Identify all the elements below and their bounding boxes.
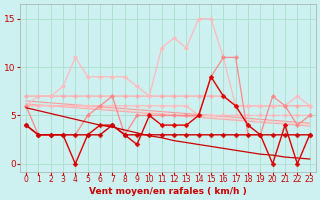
X-axis label: Vent moyen/en rafales ( km/h ): Vent moyen/en rafales ( km/h ): [89, 187, 247, 196]
